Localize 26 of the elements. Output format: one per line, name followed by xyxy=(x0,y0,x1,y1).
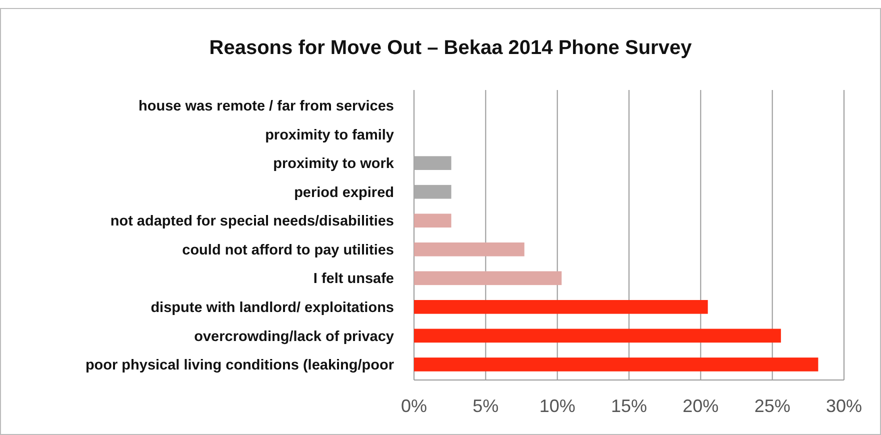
y-tick-label: proximity to work xyxy=(273,156,395,172)
x-tick-label: 5% xyxy=(472,396,499,416)
chart-title: Reasons for Move Out – Bekaa 2014 Phone Survey xyxy=(209,37,693,59)
y-tick-label: overcrowding/lack of privacy xyxy=(194,328,394,345)
bar xyxy=(414,156,452,170)
bar xyxy=(414,184,452,199)
x-tick-label: 10% xyxy=(539,396,576,416)
y-tick-label: not adapted for special needs/disabilities xyxy=(110,214,394,230)
x-tick-label: 30% xyxy=(826,396,862,416)
y-tick-label: I felt unsafe xyxy=(313,271,394,288)
x-tick-label: 15% xyxy=(610,396,648,416)
bar xyxy=(414,271,562,286)
y-tick-label: period expired xyxy=(294,184,394,201)
y-tick-label: could not afford to pay utilities xyxy=(182,242,394,258)
bar xyxy=(414,242,524,256)
bar xyxy=(414,328,781,343)
x-tick-label: 20% xyxy=(682,396,719,416)
x-tick-label: 25% xyxy=(754,396,790,416)
bar xyxy=(414,358,818,372)
y-tick-label: proximity to family xyxy=(265,127,394,144)
bar xyxy=(414,300,708,314)
x-tick-label: 0% xyxy=(400,396,428,416)
bar xyxy=(414,214,452,228)
y-tick-label: dispute with landlord/ exploitations xyxy=(150,300,394,316)
y-tick-label: poor physical living conditions (leaking/poor xyxy=(85,358,394,374)
y-tick-label: house was remote / far from services xyxy=(138,98,394,115)
